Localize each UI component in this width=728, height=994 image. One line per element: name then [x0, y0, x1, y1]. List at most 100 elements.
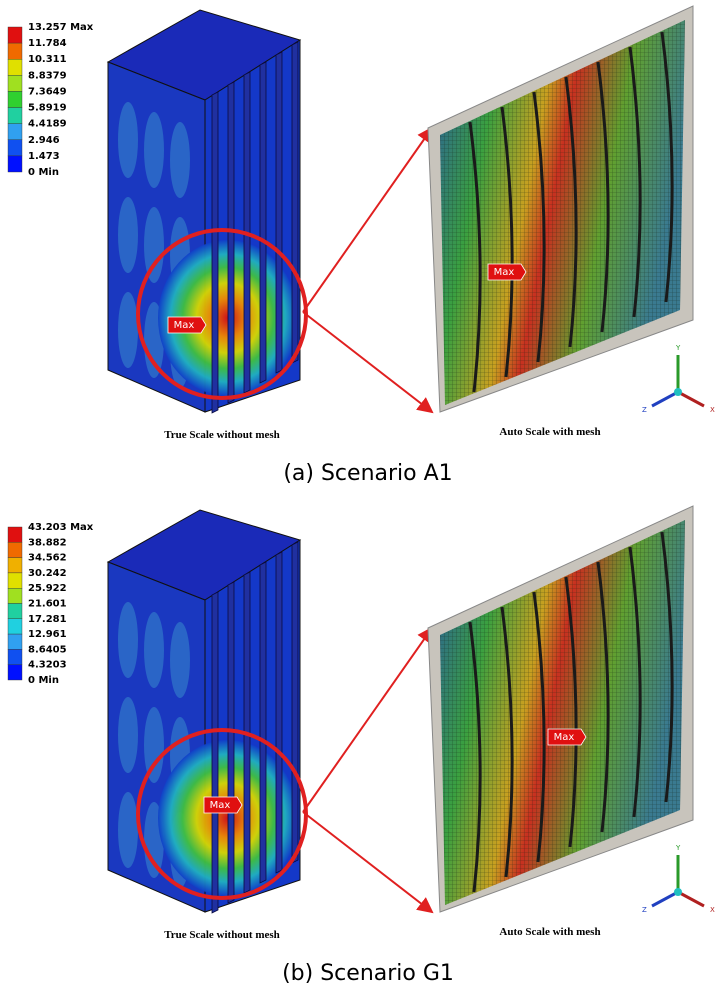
- legend-label: 5.8919: [28, 103, 67, 114]
- legend-swatch: [7, 618, 23, 635]
- fin: [275, 551, 283, 874]
- legend-label: 4.3203: [28, 660, 67, 671]
- max-marker: [487, 263, 527, 281]
- zoom-arrow: [302, 811, 434, 914]
- legend-label: 38.882: [28, 537, 67, 548]
- contour-spot: [144, 707, 164, 783]
- axis-z: [651, 890, 679, 908]
- legend-swatch: [7, 26, 23, 44]
- contour-spot: [144, 112, 164, 188]
- contour-spot: [118, 792, 138, 868]
- fin: [259, 61, 267, 384]
- fin: [227, 81, 235, 404]
- legend-label: 0 Min: [28, 167, 59, 178]
- legend-swatch: [7, 107, 23, 124]
- fin-curve: [500, 106, 514, 378]
- legend-label: 2.946: [28, 135, 60, 146]
- legend-label: 7.3649: [28, 86, 67, 97]
- contour-spot: [118, 102, 138, 178]
- fin-curve: [596, 561, 610, 833]
- axis-label: X: [710, 406, 715, 414]
- contour-spot: [118, 602, 138, 678]
- legend-label: 30.242: [28, 568, 67, 579]
- fin-curve: [532, 91, 546, 363]
- panel-caption: (b) Scenario G1: [282, 961, 454, 986]
- legend-swatch: [7, 587, 23, 604]
- fin: [211, 591, 219, 914]
- panel: 13.257 Max 11.784 10.311 8.8379 7.3649 5.8919…: [7, 5, 715, 486]
- mesh-overlay: [440, 520, 685, 905]
- max-marker: [167, 316, 207, 334]
- fin: [259, 561, 267, 884]
- mesh-overlay: [440, 20, 685, 405]
- right-caption: Auto Scale with mesh: [499, 926, 600, 938]
- fin-curve: [500, 606, 514, 878]
- axis-label: Y: [675, 344, 681, 352]
- fin-curve: [532, 591, 546, 863]
- fin-curve: [468, 621, 482, 893]
- legend-label: 8.8379: [28, 70, 67, 81]
- legend-label: 0 Min: [28, 675, 59, 686]
- legend-swatch: [7, 75, 23, 92]
- legend-label: 11.784: [28, 38, 67, 49]
- max-marker: [203, 796, 243, 814]
- contour-spot: [118, 197, 138, 273]
- fin: [291, 541, 299, 864]
- max-label: Max: [554, 732, 575, 743]
- fin: [227, 581, 235, 904]
- axis-x: [677, 390, 705, 408]
- legend-swatch: [7, 542, 23, 558]
- zoom-arrow: [302, 626, 434, 813]
- axis-label: X: [710, 906, 715, 914]
- legend-swatch: [7, 59, 23, 76]
- legend-label: 13.257 Max: [28, 22, 94, 33]
- fin-curve: [628, 546, 642, 818]
- legend-label: 25.922: [28, 583, 67, 594]
- legend-swatch: [7, 603, 23, 620]
- max-label: Max: [174, 320, 195, 331]
- contour-spot: [170, 622, 190, 698]
- axis-label: Z: [642, 906, 647, 914]
- legend-label: 4.4189: [28, 119, 67, 130]
- fin: [275, 51, 283, 374]
- legend-swatch: [7, 557, 23, 574]
- legend-label: 21.601: [28, 599, 67, 610]
- legend-swatch: [7, 572, 23, 589]
- fin-curve: [564, 576, 578, 848]
- fin-curve: [660, 531, 674, 803]
- contour-spot: [118, 292, 138, 368]
- legend-label: 34.562: [28, 553, 67, 564]
- zoom-arrow: [302, 311, 434, 414]
- fin-curve: [660, 31, 674, 303]
- max-label: Max: [494, 267, 515, 278]
- axis-z: [651, 390, 679, 408]
- legend-swatch: [7, 664, 23, 681]
- right-caption: Auto Scale with mesh: [499, 426, 600, 438]
- legend-label: 8.6405: [28, 644, 67, 655]
- axis-origin: [674, 388, 682, 396]
- legend-swatch: [7, 123, 23, 140]
- axis-x: [677, 890, 705, 908]
- legend-label: 12.961: [28, 629, 67, 640]
- left-caption: True Scale without mesh: [164, 429, 280, 441]
- legend-swatch: [7, 42, 23, 60]
- left-caption: True Scale without mesh: [164, 929, 280, 941]
- legend-label: 10.311: [28, 54, 67, 65]
- legend-swatch: [7, 91, 23, 108]
- contour-spot: [144, 207, 164, 283]
- contour-spot: [144, 612, 164, 688]
- max-marker: [547, 728, 587, 746]
- fin-curve: [468, 121, 482, 393]
- fin: [211, 91, 219, 414]
- axis-origin: [674, 888, 682, 896]
- zoom-arrow: [302, 126, 434, 313]
- legend-swatch: [7, 633, 23, 650]
- contour-spot: [118, 697, 138, 773]
- legend-swatch: [7, 526, 23, 543]
- fin-curve: [628, 46, 642, 318]
- panel-caption: (a) Scenario A1: [283, 461, 452, 486]
- legend-label: 43.203 Max: [28, 522, 94, 533]
- legend-swatch: [7, 139, 23, 157]
- axis-label: Z: [642, 406, 647, 414]
